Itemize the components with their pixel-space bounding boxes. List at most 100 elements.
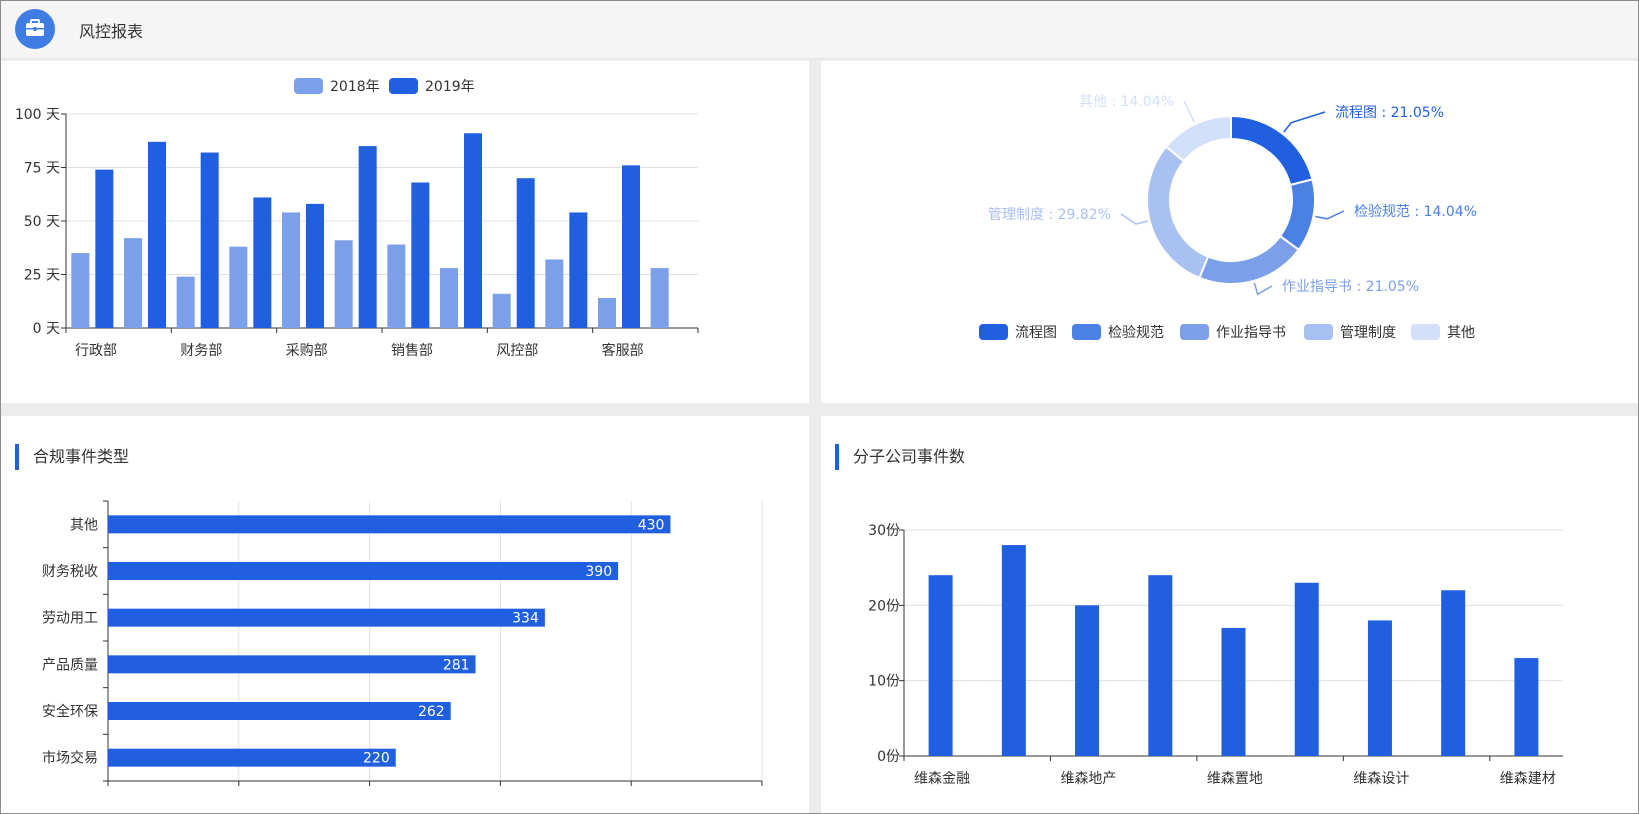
pie-legend-label-3: 管理制度 <box>1340 325 1396 341</box>
bar-value-label: 262 <box>418 704 445 720</box>
bar-2019 <box>411 182 430 328</box>
pie-leader-line <box>1183 100 1195 123</box>
y-tick-label: 安全环保 <box>42 703 98 720</box>
compliance-panel: 合规事件类型 430 其他 390 财务税收 334 劳动用工 281 产品质量 262 安全环保… <box>1 416 809 813</box>
pie-slice-label: 作业指导书 : 21.05% <box>1282 279 1419 295</box>
bar-2019 <box>200 152 219 328</box>
bar-2018 <box>71 253 90 328</box>
legend-label-1: 2019年 <box>425 79 475 95</box>
y-tick-label: 产品质量 <box>42 657 98 673</box>
pie-legend-label-2: 作业指导书 <box>1216 325 1286 341</box>
dept-days-panel: 2018年 2019年 0 天 25 天 50 天 75 天 100 天行政部 财务部 采购部 销… <box>1 61 809 403</box>
bar-2018 <box>176 276 195 328</box>
bar-value-label: 390 <box>585 564 612 580</box>
bar-2019 <box>253 197 272 328</box>
bar-value-label: 430 <box>638 517 665 533</box>
y-tick-label: 75 天 <box>24 161 60 177</box>
x-tick-label: 财务部 <box>180 343 222 359</box>
pie-leader-line <box>1120 213 1148 225</box>
y-tick-label: 25 天 <box>24 268 60 284</box>
pie-slice-label: 检验规范 : 14.04% <box>1354 203 1477 220</box>
y-tick-label: 市场交易 <box>42 750 98 767</box>
x-tick-label: 客服部 <box>602 342 644 359</box>
y-tick-label: 其他 <box>70 517 98 533</box>
subsidiary-bar <box>1514 658 1539 756</box>
pie-slice-3 <box>1146 145 1210 280</box>
pie-legend-swatch-3 <box>1304 324 1333 340</box>
bar-2018 <box>650 268 669 328</box>
legend-swatch-0 <box>294 78 323 94</box>
pie-legend-swatch-0 <box>979 324 1008 340</box>
pie-slice-label: 其他 : 14.04% <box>1079 94 1174 110</box>
subsidiary-bar <box>1001 545 1026 756</box>
pie-leader-line <box>1315 210 1345 220</box>
bar-2019 <box>306 203 324 328</box>
x-tick-label: 风控部 <box>496 343 538 359</box>
x-tick-label: 维森地产 <box>1060 771 1116 787</box>
pie-leader-line <box>1283 111 1326 133</box>
briefcase-icon <box>15 9 55 49</box>
bar-2018 <box>334 240 353 328</box>
x-tick-label: 维森建材 <box>1500 771 1556 787</box>
subsidiary-bar <box>1148 575 1173 756</box>
compliance-bar-chart: 430 其他 390 财务税收 334 劳动用工 281 产品质量 262 安全环保 220 市场交易 <box>42 500 763 786</box>
bar-2018 <box>440 268 458 328</box>
pie-legend-swatch-4 <box>1411 324 1440 340</box>
pie-leader-line <box>1253 282 1273 296</box>
y-tick-label: 财务税收 <box>42 564 98 580</box>
pie-legend-swatch-2 <box>1180 324 1209 340</box>
pie-slice-4 <box>1164 114 1232 163</box>
x-tick-label: 维森设计 <box>1353 771 1409 787</box>
subsidiary-bar <box>1441 590 1466 756</box>
bar-2019 <box>95 169 114 328</box>
y-tick-label: 0 天 <box>33 321 60 337</box>
subsidiary-panel: 分子公司事件数 0份 10份 20份 30份维森金融 维森地产 维森置地 维森设计 维森建材 <box>821 416 1638 813</box>
y-tick-label: 100 天 <box>15 107 60 123</box>
bar-2018 <box>492 293 511 328</box>
x-tick-label: 维森置地 <box>1207 771 1263 787</box>
compliance-bar <box>108 748 396 767</box>
bar-value-label: 281 <box>443 657 470 673</box>
y-tick-label: 0份 <box>877 749 900 765</box>
compliance-bar <box>108 702 451 720</box>
y-tick-label: 30份 <box>868 523 900 539</box>
pie-slice-2 <box>1198 234 1301 285</box>
bar-2019 <box>516 178 535 328</box>
legend-swatch-1 <box>389 78 418 94</box>
pie-legend-label-1: 检验规范 <box>1108 324 1164 341</box>
compliance-bar <box>108 515 671 534</box>
pie-legend-label-4: 其他 <box>1447 325 1475 341</box>
compliance-bar <box>108 655 476 674</box>
bar-2018 <box>387 244 406 328</box>
compliance-bar <box>108 562 619 580</box>
pie-slice-label: 流程图 : 21.05% <box>1335 105 1444 121</box>
x-tick-label: 采购部 <box>286 343 328 359</box>
bar-2019 <box>569 212 588 328</box>
bar-value-label: 220 <box>363 751 390 767</box>
compliance-title: 合规事件类型 <box>15 444 129 470</box>
y-tick-label: 劳动用工 <box>42 611 98 627</box>
subsidiary-bar <box>1221 627 1246 756</box>
y-tick-label: 10份 <box>868 674 900 690</box>
bar-2019 <box>622 165 640 328</box>
bar-2018 <box>282 212 300 328</box>
bar-2018 <box>229 246 248 328</box>
legend-label-0: 2018年 <box>330 79 380 95</box>
y-tick-label: 50 天 <box>24 214 60 230</box>
x-tick-label: 行政部 <box>75 343 117 359</box>
doc-type-pie-chart: 流程图 : 21.05% 检验规范 : 14.04% 作业指导书 : 21.05% 管… <box>979 94 1477 341</box>
subsidiary-title: 分子公司事件数 <box>835 444 965 470</box>
y-tick-label: 20份 <box>868 598 900 614</box>
x-tick-label: 维森金融 <box>914 771 970 787</box>
subsidiary-bar <box>1075 605 1100 756</box>
subsidiary-bar <box>928 575 953 756</box>
subsidiary-bar <box>1367 620 1392 756</box>
top-bar: 风控报表 <box>1 1 1638 59</box>
app-title: 风控报表 <box>79 22 144 41</box>
compliance-bar <box>108 608 545 627</box>
pie-slice-label: 管理制度 : 29.82% <box>988 207 1111 223</box>
bar-2019 <box>358 146 377 328</box>
bar-value-label: 334 <box>512 611 539 627</box>
bar-2019 <box>464 133 482 328</box>
